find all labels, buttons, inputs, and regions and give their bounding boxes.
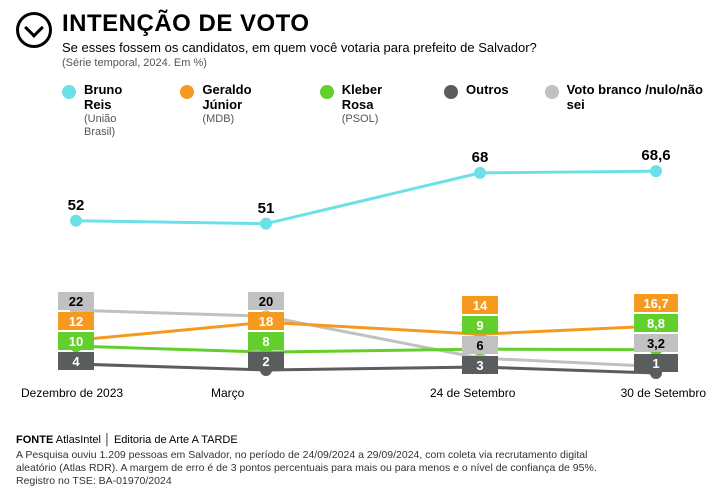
legend-item: Voto branco /nulo/não sei — [545, 83, 707, 138]
chart-subtitle: Se esses fossem os candidatos, em quem v… — [62, 40, 537, 55]
value-label-geraldo: 14 — [462, 296, 498, 314]
source-line: FONTE AtlasIntel │ Editoria de Arte A TA… — [16, 434, 707, 446]
value-label-branco: 22 — [58, 292, 94, 310]
x-axis-label: Dezembro de 2023 — [21, 386, 123, 400]
legend-party: (MDB) — [202, 113, 283, 126]
value-label-bruno: 68 — [458, 147, 502, 168]
value-label-outros: 2 — [248, 352, 284, 370]
source-text: AtlasIntel │ Editoria de Arte A TARDE — [56, 434, 238, 446]
legend-swatch — [320, 85, 334, 99]
legend-name: Bruno Reis — [84, 83, 144, 113]
value-label-outros: 4 — [58, 352, 94, 370]
x-axis-label: 24 de Setembro — [430, 386, 515, 400]
value-label-geraldo: 12 — [58, 312, 94, 330]
legend-item: Kleber Rosa(PSOL) — [320, 83, 408, 138]
value-label-bruno: 68,6 — [634, 145, 678, 166]
legend-swatch — [545, 85, 559, 99]
value-label-kleber: 8,8 — [634, 314, 678, 332]
legend-item: Bruno Reis(União Brasil) — [62, 83, 144, 138]
source-prefix: FONTE — [16, 434, 53, 446]
value-label-geraldo: 16,7 — [634, 294, 678, 312]
footnote-2: aleatório (Atlas RDR). A margem de erro … — [16, 462, 707, 475]
header: INTENÇÃO DE VOTO Se esses fossem os cand… — [16, 10, 707, 69]
chart-title: INTENÇÃO DE VOTO — [62, 10, 537, 38]
value-label-kleber: 8 — [248, 332, 284, 350]
value-label-bruno: 51 — [244, 198, 288, 219]
legend-item: Geraldo Júnior(MDB) — [180, 83, 283, 138]
down-chevron-icon — [16, 12, 52, 48]
legend-text: Outros — [466, 83, 509, 98]
legend-text: Bruno Reis(União Brasil) — [84, 83, 144, 138]
chart-area: 52 22 12 10 4 51 20 18 8 2 68 14 9 6 3 68,6 16,7 8,8 3,2 1 D… — [16, 144, 706, 404]
chart-svg — [16, 144, 706, 384]
x-axis-label: Março — [211, 386, 244, 400]
value-label-bruno: 52 — [54, 195, 98, 216]
legend-text: Kleber Rosa(PSOL) — [342, 83, 408, 126]
legend-party: (União Brasil) — [84, 113, 144, 138]
legend: Bruno Reis(União Brasil) Geraldo Júnior(M… — [62, 83, 707, 138]
value-label-outros: 3 — [462, 356, 498, 374]
value-label-outros: 1 — [634, 354, 678, 372]
legend-party: (PSOL) — [342, 113, 408, 126]
footnote-1: A Pesquisa ouviu 1.209 pessoas em Salvad… — [16, 449, 707, 462]
header-text: INTENÇÃO DE VOTO Se esses fossem os cand… — [62, 10, 537, 69]
legend-name: Outros — [466, 83, 509, 98]
value-label-kleber: 10 — [58, 332, 94, 350]
footnote-3: Registro no TSE: BA-01970/2024 — [16, 475, 707, 488]
legend-swatch — [444, 85, 458, 99]
value-label-kleber: 9 — [462, 316, 498, 334]
legend-swatch — [62, 85, 76, 99]
x-axis-label: 30 de Setembro — [621, 386, 706, 400]
chart-container: INTENÇÃO DE VOTO Se esses fossem os cand… — [0, 0, 723, 501]
legend-text: Geraldo Júnior(MDB) — [202, 83, 283, 126]
footer: FONTE AtlasIntel │ Editoria de Arte A TA… — [16, 434, 707, 488]
value-label-branco: 3,2 — [634, 334, 678, 352]
legend-name: Kleber Rosa — [342, 83, 408, 113]
value-label-branco: 6 — [462, 336, 498, 354]
legend-name: Voto branco /nulo/não sei — [567, 83, 707, 113]
legend-text: Voto branco /nulo/não sei — [567, 83, 707, 113]
legend-swatch — [180, 85, 194, 99]
legend-item: Outros — [444, 83, 509, 138]
legend-name: Geraldo Júnior — [202, 83, 283, 113]
value-label-geraldo: 18 — [248, 312, 284, 330]
value-label-branco: 20 — [248, 292, 284, 310]
series-note: (Série temporal, 2024. Em %) — [62, 57, 537, 69]
footnotes: A Pesquisa ouviu 1.209 pessoas em Salvad… — [16, 449, 707, 488]
